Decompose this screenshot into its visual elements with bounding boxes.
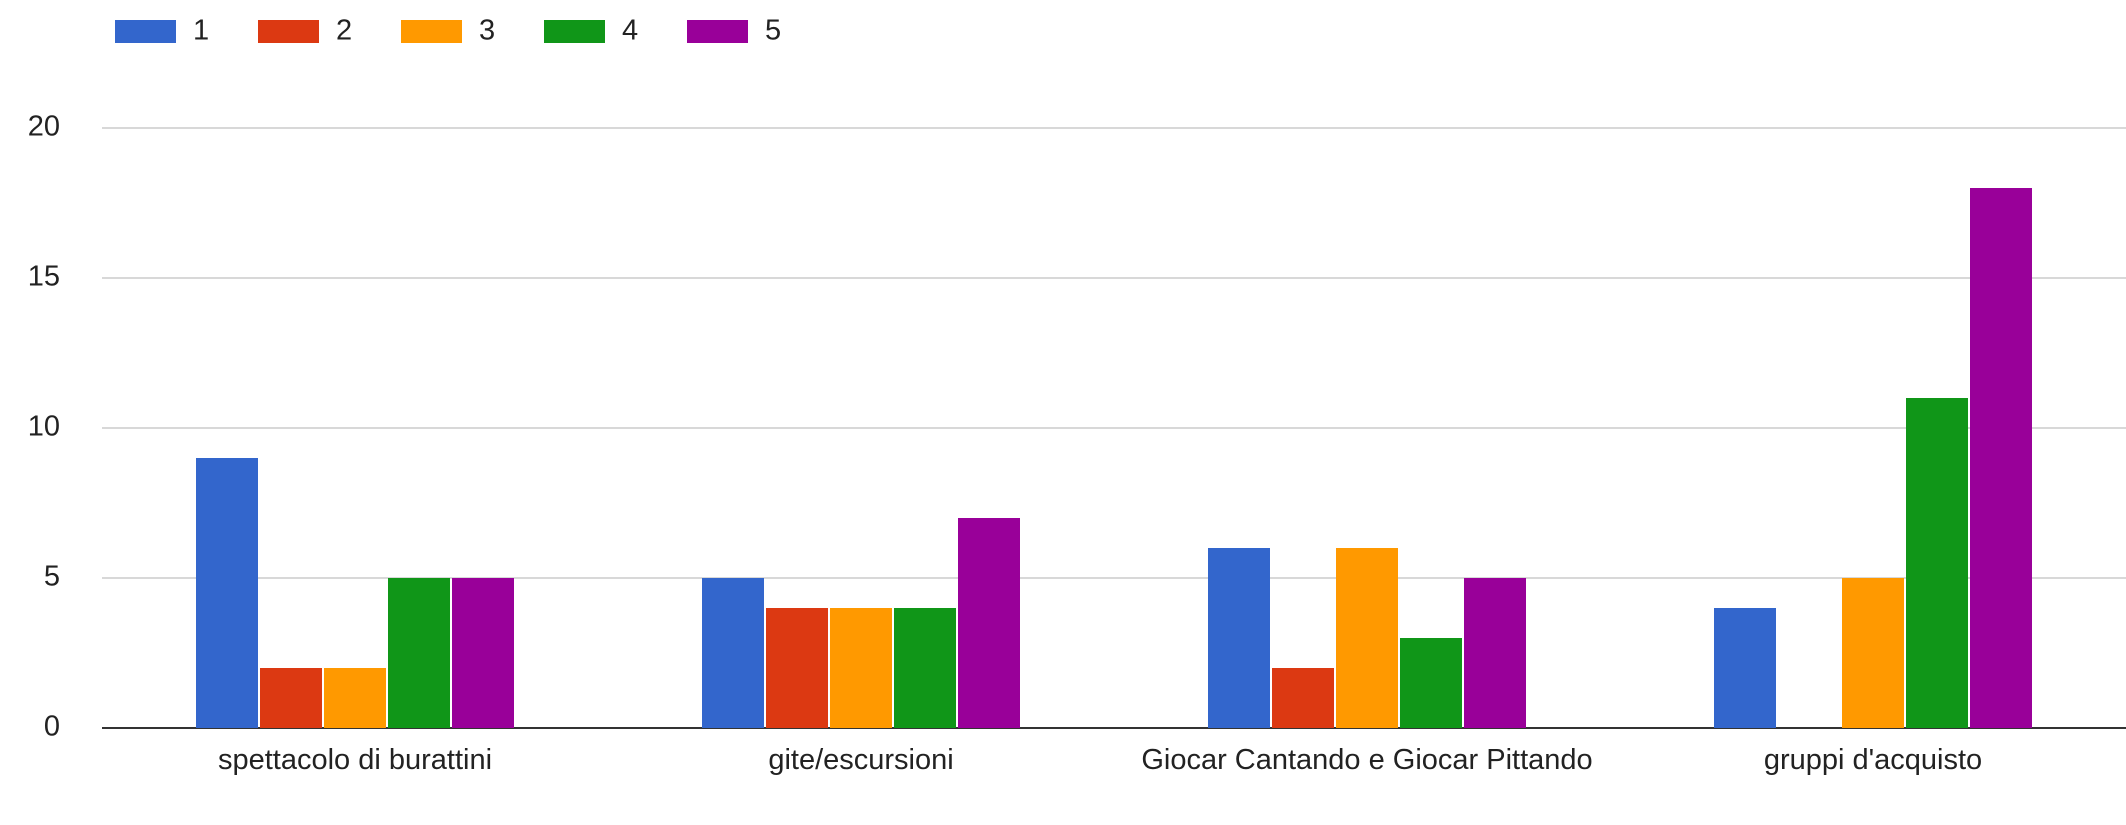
bar [766,608,828,728]
bar [1336,548,1398,728]
y-tick-label: 10 [28,411,60,443]
bar [1400,638,1462,728]
bar [830,608,892,728]
legend-swatch [687,20,748,43]
bar [388,578,450,728]
legend-label: 3 [479,15,495,47]
legend-label: 5 [765,15,781,47]
bar [324,668,386,728]
x-tick-label: gite/escursioni [768,744,954,776]
bar [1906,398,1968,728]
bar [260,668,322,728]
legend-swatch [401,20,462,43]
bar [452,578,514,728]
bar [1714,608,1776,728]
bar [1970,188,2032,728]
legend-swatch [115,20,176,43]
x-tick-label: Giocar Cantando e Giocar Pittando [1141,744,1593,776]
y-tick-label: 15 [28,261,60,293]
bar [1208,548,1270,728]
legend-label: 4 [622,15,638,47]
bar [1464,578,1526,728]
bar [702,578,764,728]
bar [958,518,1020,728]
y-tick-label: 5 [44,561,60,593]
y-tick-label: 20 [28,111,60,143]
x-tick-label: spettacolo di burattini [217,744,493,776]
x-tick-label: gruppi d'acquisto [1763,744,1983,776]
bar [196,458,258,728]
y-tick-label: 0 [44,711,60,743]
bar [1842,578,1904,728]
legend-label: 1 [193,15,209,47]
bar [1272,668,1334,728]
legend-label: 2 [336,15,352,47]
legend-swatch [258,20,319,43]
bar [894,608,956,728]
legend-swatch [544,20,605,43]
